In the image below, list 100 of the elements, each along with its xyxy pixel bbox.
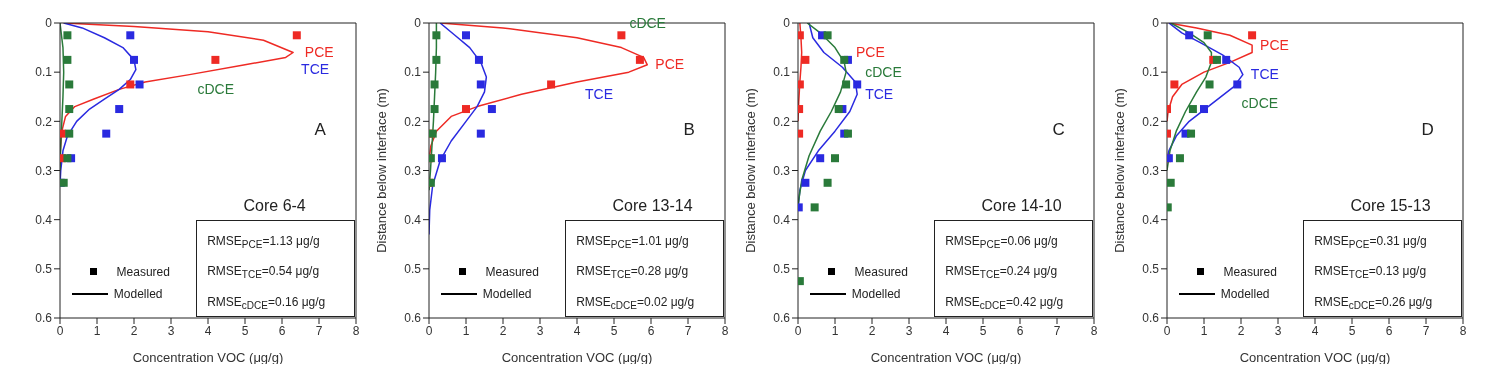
x-tick-label: 7 bbox=[684, 323, 692, 338]
x-tick-label: 0 bbox=[1163, 323, 1171, 338]
x-tick-label: 4 bbox=[942, 323, 950, 338]
annotation: Modelled bbox=[851, 287, 901, 302]
y-axis-title: Distance below interface (m) bbox=[742, 88, 758, 253]
y-tick-label: 0.2 bbox=[404, 114, 422, 129]
point bbox=[1167, 178, 1175, 187]
y-tick-label: 0.1 bbox=[404, 65, 422, 80]
x-tick-label: 7 bbox=[315, 323, 323, 338]
text-box: RMSE$_{PCE}$=0.31 μg/g RMSE$_{TCE}$=0.13 μg/g RMSE$_{cDCE}$=0.26 μg/g bbox=[1303, 220, 1462, 317]
x-tick-label: 3 bbox=[905, 323, 913, 338]
text: TCE bbox=[301, 61, 330, 79]
annotation: RMSE$_{PCE}$=0.31 μg/g bbox=[1314, 233, 1428, 253]
x-tick-label: 0 bbox=[794, 323, 802, 338]
point bbox=[1200, 105, 1208, 114]
x-tick-label: 5 bbox=[241, 323, 249, 338]
series-label: TCE bbox=[1250, 66, 1279, 84]
x-axis-title: Concentration VOC (μg/g) bbox=[501, 350, 653, 365]
point bbox=[429, 129, 437, 138]
annotation: B bbox=[683, 120, 695, 141]
annotation: D bbox=[1421, 120, 1434, 141]
text: cDCE bbox=[197, 80, 235, 98]
y-tick-label: 0.2 bbox=[1142, 114, 1160, 129]
y-axis-title: Distance below interface (m) bbox=[373, 88, 389, 253]
point bbox=[63, 31, 72, 40]
y-axis-title: Distance below interface (m) bbox=[1111, 88, 1127, 253]
x-tick-label: 5 bbox=[1348, 323, 1356, 338]
point bbox=[115, 105, 124, 114]
x-axis-title: Concentration VOC (μg/g) bbox=[1239, 350, 1391, 365]
x-tick-label: 5 bbox=[610, 323, 618, 338]
y-tick-label: 0.3 bbox=[1142, 163, 1160, 178]
series-label: PCE bbox=[655, 56, 685, 74]
y-tick-label: 0.3 bbox=[404, 163, 422, 178]
y-tick-label: 0.4 bbox=[1142, 212, 1160, 227]
point bbox=[437, 154, 446, 163]
point bbox=[476, 80, 485, 89]
x-tick-label: 8 bbox=[1459, 323, 1467, 338]
point bbox=[476, 129, 485, 138]
point bbox=[126, 31, 135, 40]
point bbox=[547, 80, 556, 89]
y-tick-label: 0 bbox=[1152, 16, 1160, 31]
point bbox=[810, 203, 819, 212]
point bbox=[1203, 31, 1212, 40]
series-label: TCE bbox=[865, 85, 894, 103]
annotation: Core 14-10 bbox=[981, 197, 1062, 216]
point bbox=[635, 55, 644, 64]
point bbox=[63, 154, 72, 163]
x-tick-label: 1 bbox=[1200, 323, 1208, 338]
x-tick-label: 2 bbox=[130, 323, 138, 338]
point bbox=[1233, 80, 1242, 89]
x-tick-label: 3 bbox=[167, 323, 175, 338]
y-tick-label: 0.5 bbox=[35, 262, 53, 277]
y-tick-label: 0.5 bbox=[404, 262, 422, 277]
point bbox=[432, 31, 441, 40]
point bbox=[430, 105, 439, 114]
point bbox=[432, 55, 441, 64]
annotation: Measured bbox=[485, 264, 539, 279]
annotation: C bbox=[1052, 120, 1065, 141]
x-axis-title: Concentration VOC (μg/g) bbox=[870, 350, 1022, 365]
x-tick-label: 2 bbox=[1237, 323, 1245, 338]
x-tick-label: 0 bbox=[425, 323, 433, 338]
annotation: RMSE$_{TCE}$=0.54 μg/g bbox=[207, 263, 321, 283]
text: PCE bbox=[855, 44, 885, 61]
point bbox=[823, 31, 832, 40]
point bbox=[1170, 80, 1179, 89]
y-tick-label: 0 bbox=[45, 16, 53, 31]
point bbox=[842, 80, 851, 89]
point bbox=[126, 80, 135, 89]
y-tick-label: 0.1 bbox=[35, 65, 53, 80]
annotation: RMSE$_{cDCE}$=0.02 μg/g bbox=[576, 293, 696, 314]
point bbox=[135, 80, 144, 89]
y-tick-label: 0.3 bbox=[35, 163, 53, 178]
x-tick-label: 6 bbox=[278, 323, 286, 338]
x-axis-title: Concentration VOC (μg/g) bbox=[132, 350, 284, 365]
point bbox=[823, 178, 832, 187]
annotation: RMSE$_{TCE}$=0.24 μg/g bbox=[945, 263, 1059, 283]
text-box: RMSE$_{PCE}$=0.06 μg/g RMSE$_{TCE}$=0.24 μg/g RMSE$_{cDCE}$=0.42 μg/g bbox=[934, 220, 1093, 317]
point bbox=[816, 154, 825, 163]
point bbox=[65, 129, 74, 138]
text-box: RMSE$_{PCE}$=1.01 μg/g RMSE$_{TCE}$=0.28 μg/g RMSE$_{cDCE}$=0.02 μg/g bbox=[565, 220, 724, 317]
y-tick-label: 0.4 bbox=[773, 212, 791, 227]
point bbox=[211, 55, 220, 64]
point bbox=[831, 154, 839, 163]
y-tick-label: 0.5 bbox=[1142, 262, 1160, 277]
point bbox=[1248, 31, 1257, 40]
y-tick-label: 0.3 bbox=[773, 163, 791, 178]
annotation: Measured bbox=[1223, 264, 1277, 279]
annotation: Measured bbox=[854, 264, 908, 279]
point bbox=[65, 105, 74, 114]
annotation: RMSE$_{cDCE}$=0.16 μg/g bbox=[207, 293, 327, 314]
annotation: RMSE$_{TCE}$=0.13 μg/g bbox=[1314, 263, 1428, 283]
y-tick-label: 0.6 bbox=[35, 311, 53, 326]
x-tick-label: 1 bbox=[93, 323, 101, 338]
x-tick-label: 6 bbox=[1016, 323, 1024, 338]
x-tick-label: 4 bbox=[204, 323, 212, 338]
y-tick-label: 0.5 bbox=[773, 262, 791, 277]
x-tick-label: 2 bbox=[499, 323, 507, 338]
annotation: Core 13-14 bbox=[612, 197, 693, 216]
point bbox=[462, 105, 470, 114]
point bbox=[1185, 31, 1194, 40]
